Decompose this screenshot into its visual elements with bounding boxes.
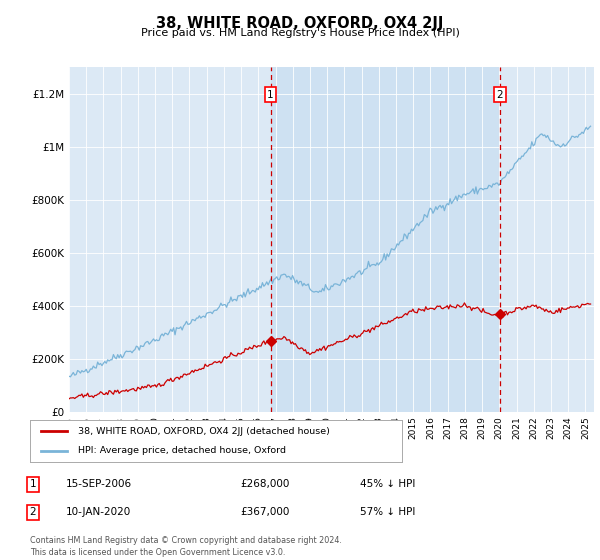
Text: 1: 1	[267, 90, 274, 100]
Text: 45% ↓ HPI: 45% ↓ HPI	[360, 479, 415, 489]
Text: Price paid vs. HM Land Registry's House Price Index (HPI): Price paid vs. HM Land Registry's House …	[140, 28, 460, 38]
Text: 15-SEP-2006: 15-SEP-2006	[66, 479, 132, 489]
Text: Contains HM Land Registry data © Crown copyright and database right 2024.
This d: Contains HM Land Registry data © Crown c…	[30, 536, 342, 557]
Text: 2: 2	[497, 90, 503, 100]
Text: £268,000: £268,000	[240, 479, 289, 489]
Text: 2: 2	[29, 507, 37, 517]
Text: HPI: Average price, detached house, Oxford: HPI: Average price, detached house, Oxfo…	[79, 446, 286, 455]
Text: 38, WHITE ROAD, OXFORD, OX4 2JJ: 38, WHITE ROAD, OXFORD, OX4 2JJ	[157, 16, 443, 31]
Text: 57% ↓ HPI: 57% ↓ HPI	[360, 507, 415, 517]
Text: 38, WHITE ROAD, OXFORD, OX4 2JJ (detached house): 38, WHITE ROAD, OXFORD, OX4 2JJ (detache…	[79, 427, 330, 436]
Text: £367,000: £367,000	[240, 507, 289, 517]
Text: 1: 1	[29, 479, 37, 489]
Text: 10-JAN-2020: 10-JAN-2020	[66, 507, 131, 517]
Bar	[271, 67, 500, 412]
